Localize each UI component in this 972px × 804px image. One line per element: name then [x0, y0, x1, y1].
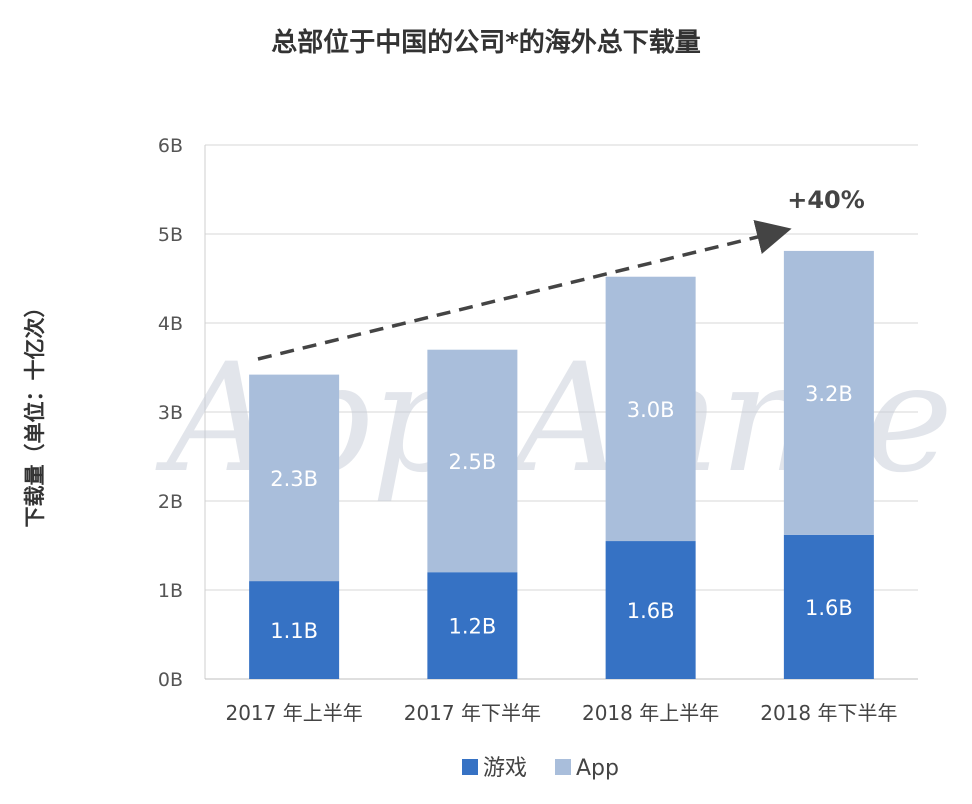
chart-title: 总部位于中国的公司*的海外总下载量 [271, 28, 701, 58]
bar-app-3 [783, 250, 874, 535]
bar-games-1 [427, 572, 518, 679]
data-label-app-2: 3.0B [627, 398, 675, 422]
growth-annotation: +40% [787, 186, 865, 214]
xtick-label-0: 2017 年上半年 [225, 701, 362, 725]
bar-games-2 [605, 541, 696, 679]
data-label-games-2: 1.6B [627, 599, 675, 623]
ytick-label-0: 0B [158, 669, 183, 691]
data-label-games-3: 1.6B [805, 596, 853, 620]
legend-swatch-games [462, 759, 478, 775]
xtick-label-3: 2018 年下半年 [760, 701, 897, 725]
data-label-app-3: 3.2B [805, 382, 853, 406]
xtick-label-2: 2018 年上半年 [582, 701, 719, 725]
data-label-games-0: 1.1B [270, 619, 318, 643]
y-axis-label: 下载量（单位：十亿次） [23, 297, 47, 528]
legend-swatch-app [555, 759, 571, 775]
ytick-label-5: 5B [158, 224, 183, 246]
ytick-label-6: 6B [158, 135, 183, 157]
ytick-label-3: 3B [158, 402, 183, 424]
bar-app-0 [249, 374, 340, 582]
ytick-label-1: 1B [158, 580, 183, 602]
ytick-label-4: 4B [158, 313, 183, 335]
legend-label-app: App [576, 756, 619, 781]
data-label-games-1: 1.2B [448, 615, 496, 639]
bar-games-3 [783, 534, 874, 679]
growth-arrow [257, 219, 792, 361]
legend-label-games: 游戏 [483, 756, 527, 781]
bar-games-0 [249, 581, 340, 679]
data-label-app-0: 2.3B [270, 467, 318, 491]
bar-app-1 [427, 349, 518, 573]
data-label-app-1: 2.5B [448, 450, 496, 474]
xtick-label-1: 2017 年下半年 [404, 701, 541, 725]
ytick-label-2: 2B [158, 491, 183, 513]
bar-app-2 [605, 276, 696, 542]
